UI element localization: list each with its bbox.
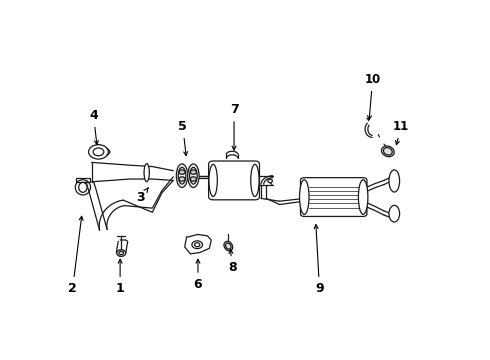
Circle shape [192, 241, 202, 249]
Text: 9: 9 [314, 225, 324, 295]
Text: 4: 4 [89, 109, 98, 145]
Text: 6: 6 [194, 259, 202, 291]
Ellipse shape [299, 180, 309, 214]
Circle shape [179, 170, 185, 174]
Circle shape [268, 179, 272, 183]
Ellipse shape [251, 164, 259, 197]
Text: 3: 3 [137, 188, 148, 203]
Circle shape [190, 177, 196, 181]
Ellipse shape [176, 164, 188, 188]
Ellipse shape [144, 164, 149, 182]
Text: 7: 7 [230, 103, 239, 150]
Circle shape [117, 250, 126, 256]
Ellipse shape [224, 241, 233, 251]
FancyBboxPatch shape [209, 161, 260, 200]
Ellipse shape [209, 164, 218, 197]
Text: 1: 1 [116, 259, 124, 295]
Text: 10: 10 [365, 73, 381, 120]
Ellipse shape [358, 180, 368, 214]
Circle shape [179, 177, 185, 181]
Ellipse shape [381, 146, 394, 157]
Ellipse shape [389, 170, 400, 192]
FancyBboxPatch shape [300, 177, 367, 216]
Ellipse shape [188, 164, 199, 188]
Text: 8: 8 [228, 249, 237, 274]
Text: 5: 5 [178, 120, 188, 156]
Text: 11: 11 [393, 120, 409, 145]
Ellipse shape [389, 205, 400, 222]
Text: 2: 2 [68, 216, 83, 295]
Circle shape [190, 170, 196, 174]
